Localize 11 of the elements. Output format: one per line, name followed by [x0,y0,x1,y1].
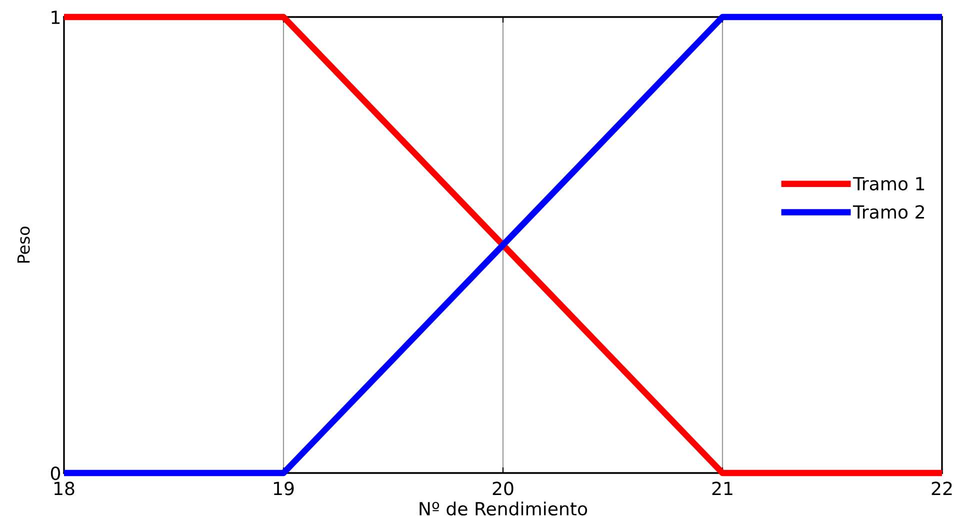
legend-label: Tramo 1 [852,177,924,190]
x-tick-label: 21 [712,482,732,496]
legend-label: Tramo 2 [852,205,924,219]
x-tick-label: 22 [932,482,952,496]
x-tick-label: 18 [54,482,74,496]
y-axis-title: Peso [17,226,30,263]
x-axis-title: Nº de Rendimiento [420,502,588,516]
y-tick-label: 0 [50,466,60,480]
y-tick-label: 1 [52,10,60,24]
x-tick-label: 20 [492,482,514,496]
x-tick-label: 19 [274,482,294,496]
